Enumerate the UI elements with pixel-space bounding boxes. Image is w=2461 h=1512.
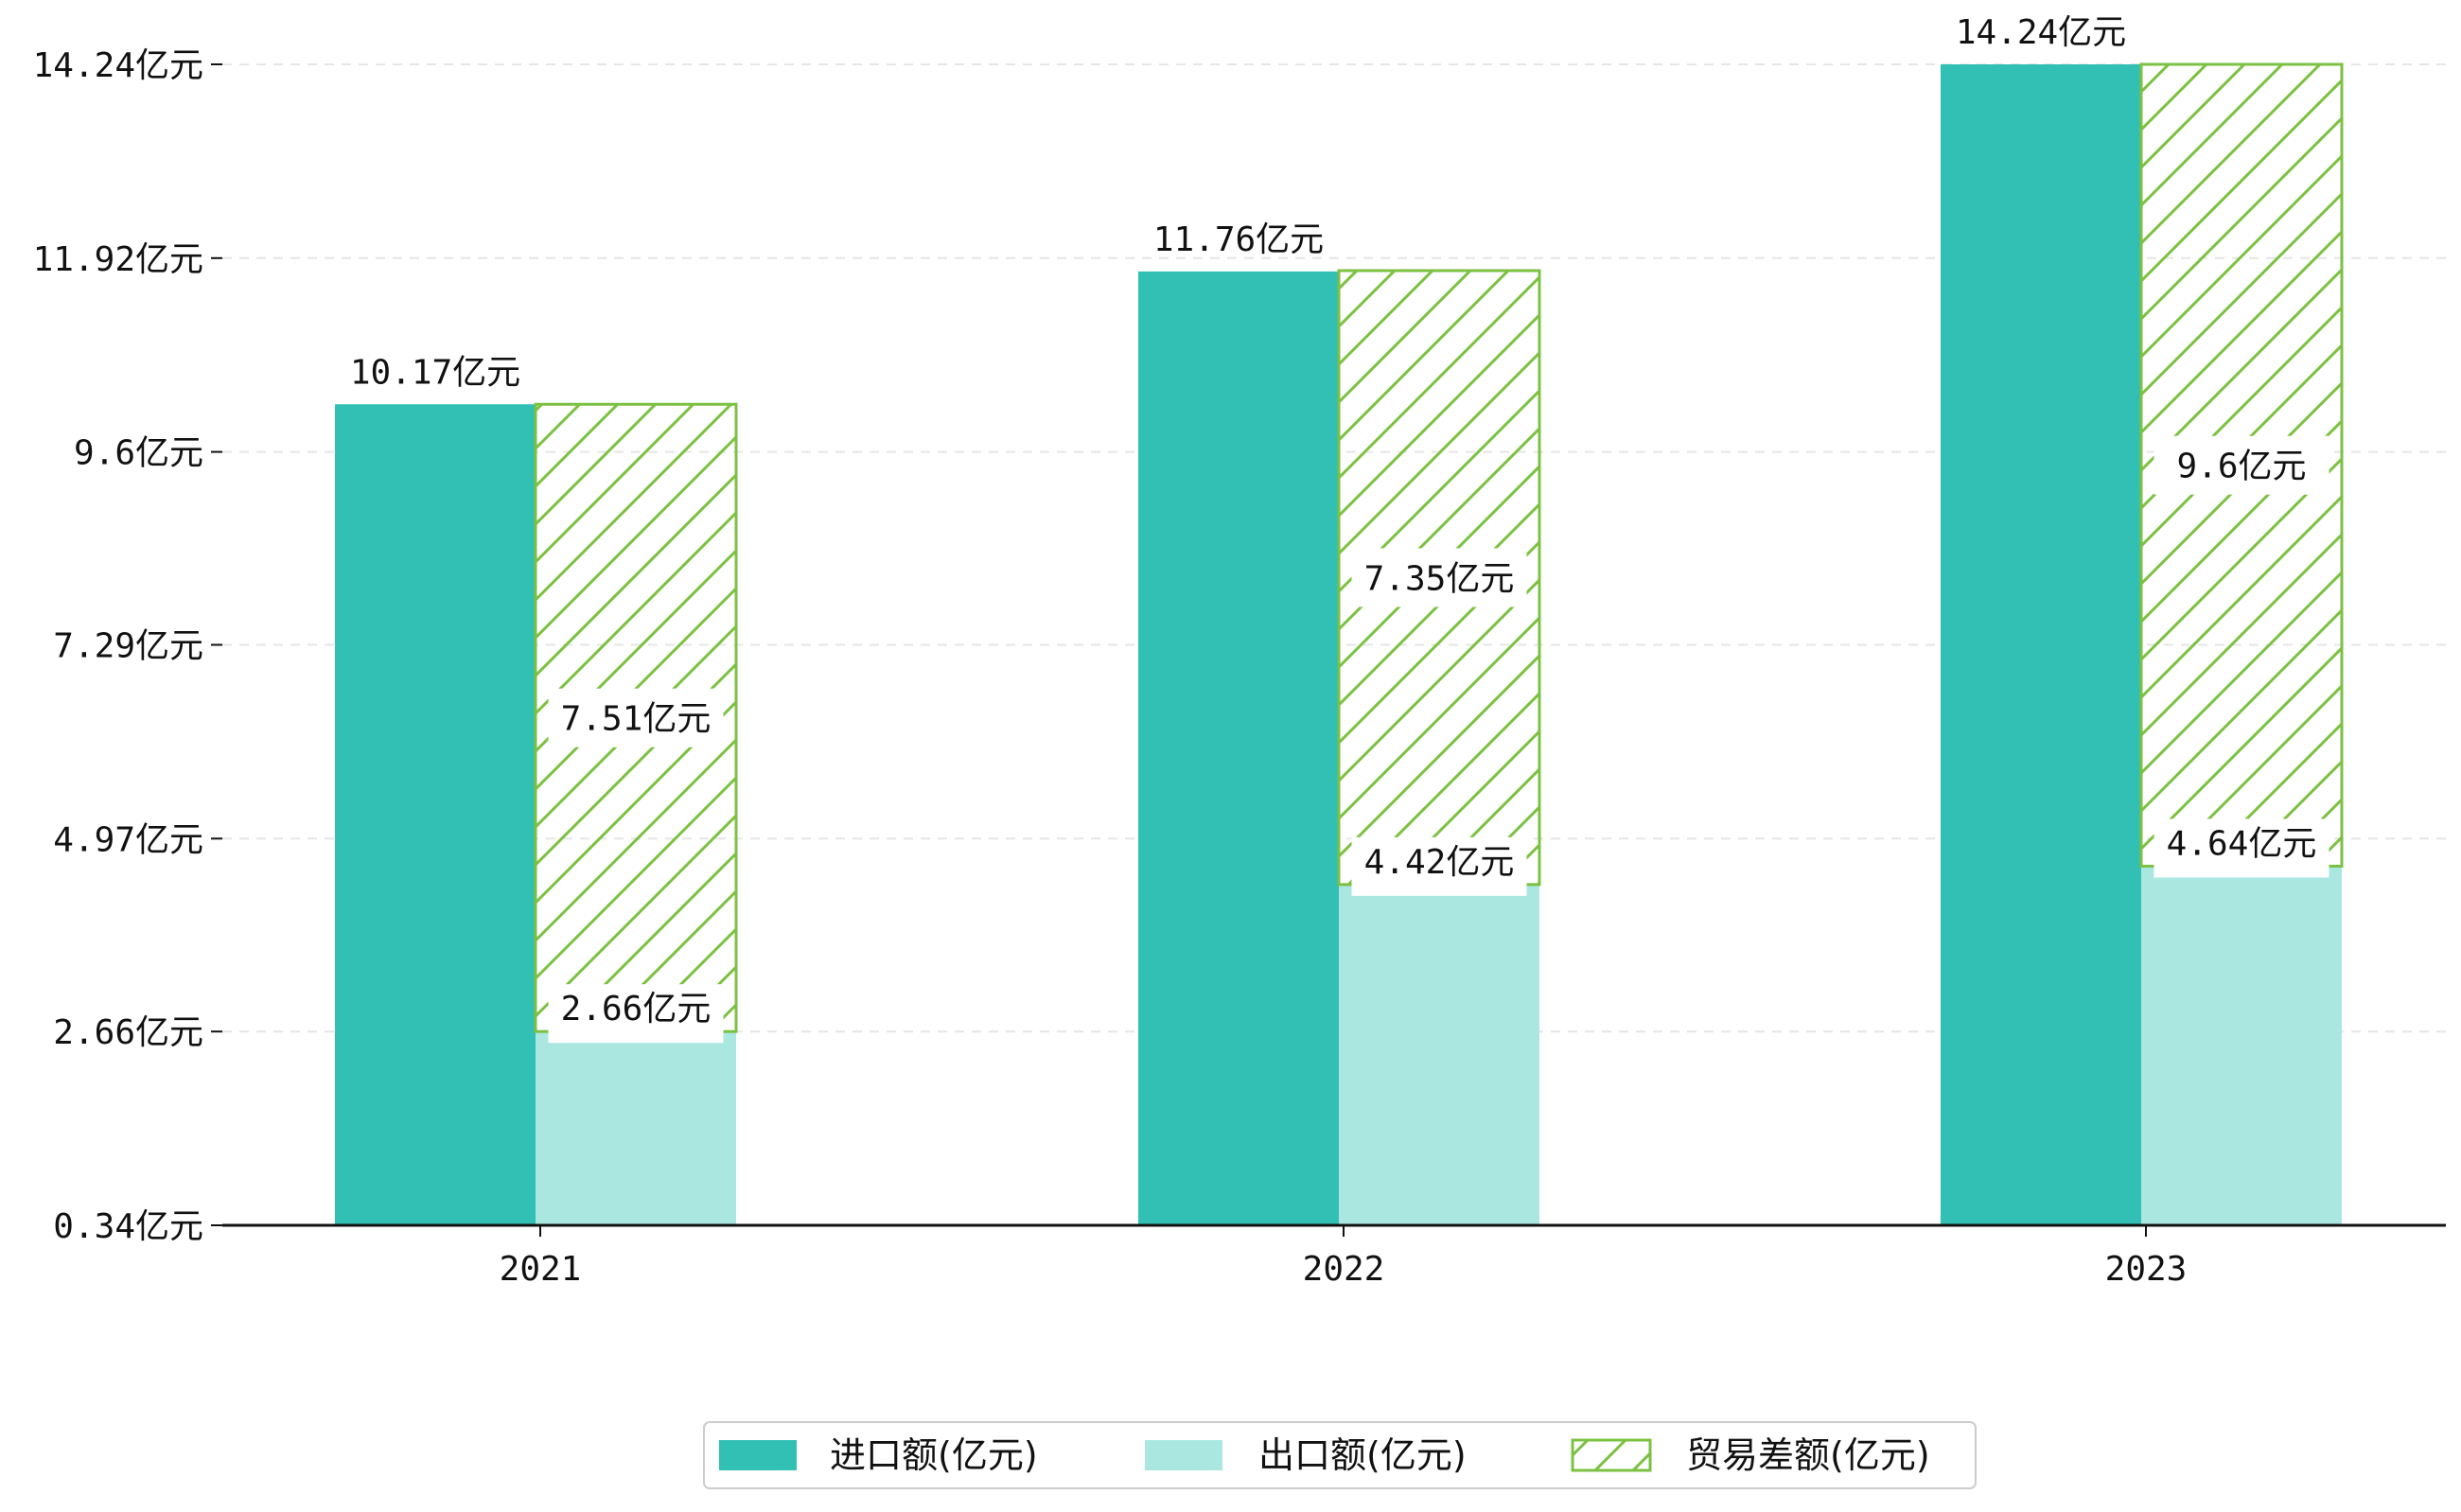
y-tick-label: 14.24亿元 xyxy=(33,46,203,85)
data-label-export: 4.64亿元 xyxy=(2167,824,2317,863)
bar-import xyxy=(1941,64,2141,1225)
bar-export xyxy=(536,1031,736,1225)
data-labels: 10.17亿元 2.66亿元 7.51亿元 11.76亿元 4.42亿元 7.35亿元 14… xyxy=(350,13,2329,1044)
legend-swatch xyxy=(1145,1440,1222,1470)
bar-import xyxy=(1138,271,1339,1226)
axes: 0.34亿元 2.66亿元 4.97亿元 7.29亿元 9.6亿元 11.92亿元 14.2… xyxy=(33,46,2446,1289)
y-tick-label: 2.66亿元 xyxy=(53,1013,203,1052)
data-label-box xyxy=(1351,836,1527,896)
x-tick-label: 2023 xyxy=(2105,1250,2188,1289)
data-label-import: 10.17亿元 xyxy=(350,353,520,392)
y-tick-label: 0.34亿元 xyxy=(53,1207,203,1246)
y-tick-label: 4.97亿元 xyxy=(53,820,203,859)
data-label-import: 14.24亿元 xyxy=(1956,13,2126,52)
data-label-box xyxy=(2153,818,2329,878)
bar-export xyxy=(2141,866,2342,1225)
data-label-trade-balance: 7.51亿元 xyxy=(561,700,712,739)
legend-item-export: 出口额(亿元) xyxy=(1145,1434,1467,1476)
data-label-box xyxy=(2153,435,2329,495)
y-tick-label: 9.6亿元 xyxy=(74,434,203,473)
y-tick-label: 11.92亿元 xyxy=(33,240,203,279)
legend-swatch xyxy=(1571,1438,1652,1472)
data-label-export: 2.66亿元 xyxy=(561,990,712,1029)
x-tick-label: 2021 xyxy=(500,1250,582,1289)
legend-label: 贸易差额(亿元) xyxy=(1686,1434,1930,1476)
legend-label: 进口额(亿元) xyxy=(830,1434,1038,1476)
data-label-box xyxy=(548,688,724,747)
data-label-box xyxy=(1351,548,1527,607)
legend: 进口额(亿元) 出口额(亿元) 贸易差额(亿元) xyxy=(703,1421,1977,1489)
bar-export xyxy=(1339,884,1539,1225)
legend-swatch xyxy=(719,1440,797,1470)
bars xyxy=(335,62,2344,1226)
data-label-import: 11.76亿元 xyxy=(1153,220,1324,259)
legend-label: 出口额(亿元) xyxy=(1258,1434,1467,1476)
legend-item-trade-balance: 贸易差额(亿元) xyxy=(1571,1434,1930,1476)
data-label-export: 4.42亿元 xyxy=(1364,843,1515,882)
data-label-trade-balance: 7.35亿元 xyxy=(1364,559,1515,598)
data-label-trade-balance: 9.6亿元 xyxy=(2176,448,2306,486)
y-tick-label: 7.29亿元 xyxy=(53,627,203,666)
bar-import xyxy=(335,404,536,1225)
x-tick-label: 2022 xyxy=(1303,1250,1385,1289)
legend-item-import: 进口额(亿元) xyxy=(719,1434,1038,1476)
data-label-box xyxy=(548,984,724,1044)
legend-box xyxy=(703,1421,1977,1489)
